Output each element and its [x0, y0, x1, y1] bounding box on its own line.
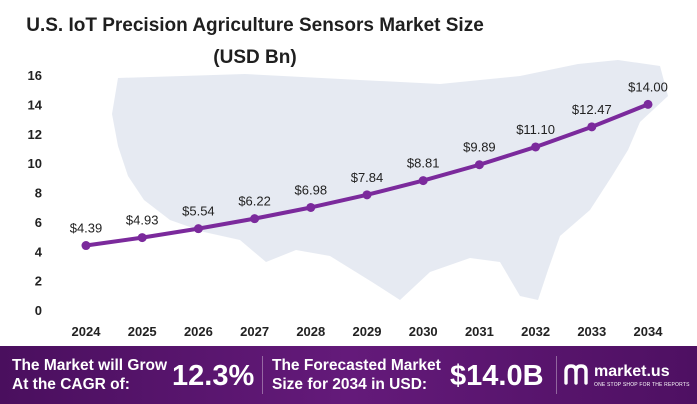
data-label: $6.22 — [238, 194, 271, 209]
title-line-2: (USD Bn) — [213, 47, 297, 68]
y-tick-label: 12 — [28, 127, 42, 142]
y-tick-label: 14 — [28, 97, 43, 112]
cagr-text-line-1: The Market will Grow — [12, 357, 168, 374]
data-label: $4.93 — [126, 213, 159, 228]
x-axis: 2024 2025 2026 2027 2028 2029 2030 2031 2032 2033… — [72, 324, 664, 339]
x-tick-label: 2025 — [128, 324, 157, 339]
data-label: $12.47 — [572, 102, 612, 117]
data-label: $5.54 — [182, 204, 215, 219]
data-label: $9.89 — [463, 140, 496, 155]
data-point — [306, 202, 316, 212]
y-tick-label: 10 — [28, 156, 42, 171]
data-point — [193, 224, 203, 234]
cagr-text-line-2: At the CAGR of: — [12, 376, 130, 393]
data-label: $14.00 — [628, 79, 668, 94]
x-tick-label: 2032 — [521, 324, 550, 339]
title-line-1: U.S. IoT Precision Agriculture Sensors M… — [26, 15, 484, 36]
x-tick-label: 2030 — [409, 324, 438, 339]
data-point — [81, 241, 91, 251]
y-tick-label: 0 — [35, 303, 42, 318]
data-label: $8.81 — [407, 156, 440, 171]
data-label: $4.39 — [70, 221, 103, 236]
x-tick-label: 2029 — [353, 324, 382, 339]
x-tick-label: 2034 — [634, 324, 664, 339]
data-point — [137, 233, 147, 243]
x-tick-label: 2028 — [296, 324, 325, 339]
data-points — [81, 99, 653, 251]
y-tick-label: 2 — [35, 274, 42, 289]
logo-name: market.us — [594, 363, 670, 380]
data-label: $7.84 — [351, 170, 384, 185]
data-point — [474, 160, 484, 170]
data-label: $11.10 — [516, 122, 555, 137]
y-tick-label: 4 — [35, 244, 43, 259]
y-tick-label: 6 — [35, 215, 42, 230]
y-tick-label: 8 — [35, 186, 42, 201]
data-labels: $4.39 $4.93 $5.54 $6.22 $6.98 $7.84 $8.81 $9.89… — [70, 79, 668, 235]
market-us-logo-icon — [564, 364, 588, 385]
forecast-text-line-1: The Forecasted Market — [272, 357, 441, 374]
y-tick-label: 16 — [28, 68, 42, 83]
footer-banner: The Market will Grow At the CAGR of: 12.… — [0, 346, 697, 404]
data-point — [643, 99, 653, 109]
y-axis: 0 2 4 6 8 10 12 14 16 — [28, 68, 43, 318]
footer-divider-2 — [556, 356, 557, 394]
data-point — [531, 142, 541, 152]
cagr-value: 12.3% — [172, 360, 255, 392]
data-point — [418, 176, 428, 186]
data-point — [587, 122, 597, 132]
x-tick-label: 2027 — [240, 324, 269, 339]
forecast-text-line-2: Size for 2034 in USD: — [272, 376, 428, 393]
data-point — [250, 214, 260, 224]
footer-divider-1 — [262, 356, 263, 394]
forecast-value: $14.0B — [450, 360, 544, 392]
x-tick-label: 2024 — [72, 324, 102, 339]
x-tick-label: 2026 — [184, 324, 213, 339]
x-tick-label: 2031 — [465, 324, 494, 339]
data-point — [362, 190, 372, 200]
logo-tagline: ONE STOP SHOP FOR THE REPORTS — [594, 382, 690, 388]
x-tick-label: 2033 — [577, 324, 606, 339]
us-map-silhouette — [112, 60, 668, 300]
data-label: $6.98 — [295, 182, 328, 197]
